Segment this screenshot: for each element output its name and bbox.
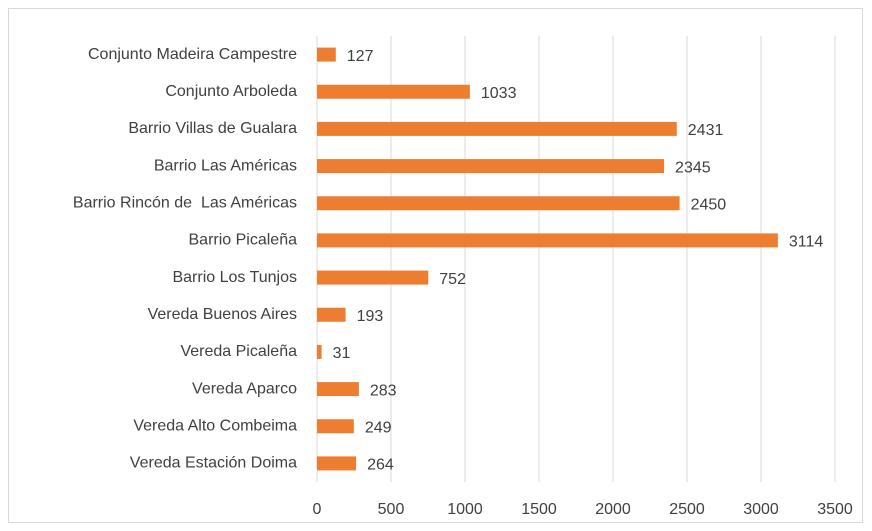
bar: [317, 233, 778, 248]
x-tick-label: 1000: [447, 501, 483, 518]
x-tick-label: 0: [313, 501, 322, 518]
y-tick-label: Barrio Los Tunjos: [172, 269, 297, 286]
y-tick-label: Conjunto Madeira Campestre: [88, 46, 297, 63]
data-label: 193: [357, 308, 384, 325]
bar: [317, 419, 354, 434]
data-label: 264: [367, 457, 394, 474]
bar: [317, 47, 336, 62]
bar: [317, 270, 429, 285]
bar: [317, 382, 359, 397]
bar: [317, 196, 680, 211]
data-label: 3114: [789, 234, 824, 251]
bar: [317, 456, 357, 471]
data-label: 249: [365, 419, 392, 436]
data-label: 2345: [675, 159, 711, 176]
y-tick-label: Vereda Estación Doima: [130, 455, 297, 472]
bar: [317, 307, 346, 322]
y-tick-label: Vereda Alto Combeima: [133, 417, 297, 434]
x-tick-label: 3000: [743, 501, 779, 518]
y-tick-label: Barrio Las Américas: [154, 157, 297, 174]
bar: [317, 159, 665, 174]
y-tick-label: Vereda Aparco: [192, 380, 297, 397]
x-tick-label: 500: [378, 501, 405, 518]
bar: [317, 84, 470, 99]
y-tick-label: Barrio Villas de Gualara: [128, 120, 297, 137]
x-tick-label: 2000: [595, 501, 631, 518]
data-label: 1033: [481, 85, 517, 102]
y-tick-label: Vereda Picaleña: [180, 343, 297, 360]
y-tick-label: Conjunto Arboleda: [165, 83, 297, 100]
bar: [317, 344, 322, 359]
data-label: 127: [347, 48, 374, 65]
y-tick-label: Barrio Rincón de Las Américas: [73, 194, 297, 211]
y-tick-label: Vereda Buenos Aires: [148, 306, 297, 323]
x-tick-label: 3500: [817, 501, 853, 518]
data-label: 2450: [691, 196, 727, 213]
data-label: 752: [439, 271, 466, 288]
y-tick-label: Barrio Picaleña: [189, 232, 298, 249]
x-tick-label: 1500: [521, 501, 557, 518]
data-label: 31: [333, 345, 351, 362]
data-label: 283: [370, 382, 397, 399]
x-tick-label: 2500: [669, 501, 705, 518]
data-label: 2431: [688, 122, 724, 139]
bar: [317, 121, 677, 136]
